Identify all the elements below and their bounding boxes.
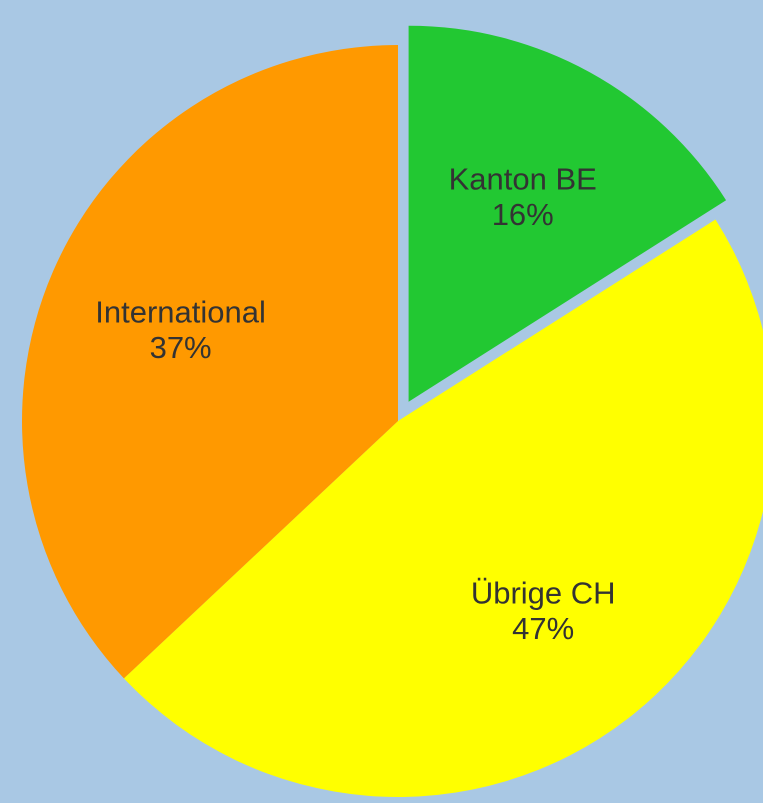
slice-label: Kanton BE 16% — [449, 161, 597, 232]
pie-slice — [123, 219, 763, 797]
slice-value: 37% — [150, 330, 212, 365]
slice-name: Kanton BE — [449, 161, 597, 196]
slice-label: International 37% — [95, 294, 266, 365]
slice-name: Übrige CH — [471, 576, 616, 611]
slice-value: 16% — [492, 197, 554, 232]
slice-value: 47% — [512, 611, 574, 646]
pie-slice — [408, 25, 727, 402]
pie-slice — [22, 45, 398, 679]
slice-label: Übrige CH 47% — [471, 576, 616, 647]
slice-name: International — [95, 294, 266, 329]
